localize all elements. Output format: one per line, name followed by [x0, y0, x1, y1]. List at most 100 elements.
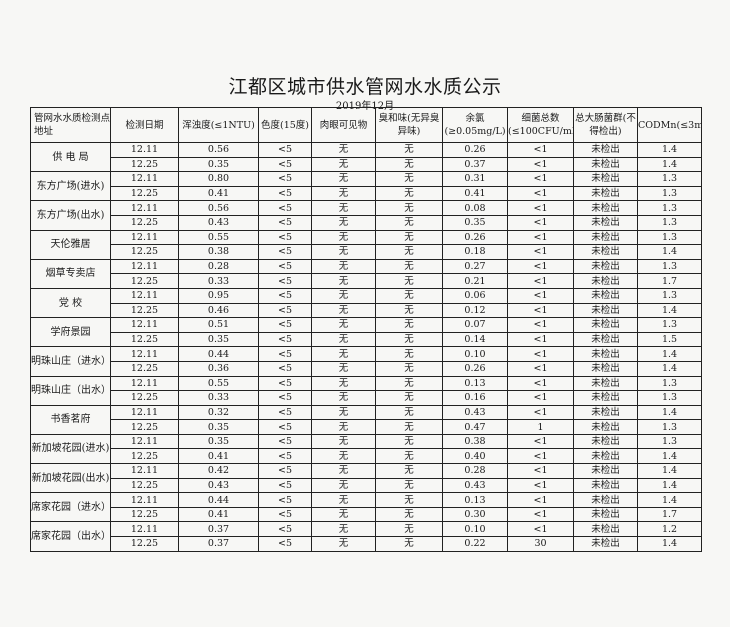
cell-visible-matter: 无 — [311, 273, 376, 289]
cell-chlorine: 0.31 — [442, 171, 508, 187]
cell-codmn: 1.3 — [637, 390, 702, 406]
cell-odor: 无 — [375, 258, 443, 275]
cell-coliform: 未检出 — [573, 477, 638, 494]
cell-color: <5 — [258, 346, 312, 362]
cell-color: <5 — [258, 463, 312, 479]
cell-bacteria: <1 — [507, 375, 574, 392]
table-row: 书香茗府 12.11 0.32 <5 无无 0.43 <1 未检出 1.4 — [30, 404, 702, 435]
cell-coliform: 未检出 — [573, 419, 638, 435]
cell-date: 12.11 — [110, 492, 179, 508]
cell-bacteria: <1 — [507, 492, 574, 508]
cell-color: <5 — [258, 171, 312, 187]
header-bacteria: 细菌总数(≤100CFU/mL) — [507, 107, 574, 143]
cell-chlorine: 0.14 — [442, 331, 508, 348]
table-row: 烟草专卖店 12.11 0.28 <5 无无 0.27 <1 未检出 1.3 — [30, 258, 702, 289]
site-name: 新加坡花园(进水) — [30, 433, 111, 465]
cell-color: <5 — [258, 229, 312, 246]
cell-bacteria: <1 — [507, 273, 574, 289]
cell-color: <5 — [258, 185, 312, 202]
cell-color: <5 — [258, 317, 312, 333]
report-month: 2019年12月 — [335, 101, 395, 112]
cell-codmn: 1.4 — [637, 360, 702, 377]
cell-date: 12.25 — [110, 156, 179, 173]
cell-visible-matter: 无 — [311, 492, 376, 508]
table-row: 席家花园（出水） 12.11 0.37 <5 无无 0.10 <1 未检出 1.2 — [30, 521, 702, 552]
cell-coliform: 未检出 — [573, 536, 638, 552]
cell-turbidity: 0.44 — [178, 346, 259, 362]
cell-coliform: 未检出 — [573, 287, 638, 304]
cell-date: 12.11 — [110, 287, 179, 304]
cell-bacteria: <1 — [507, 433, 574, 450]
cell-bacteria: <1 — [507, 287, 574, 304]
cell-odor: 无 — [375, 331, 443, 348]
cell-odor: 无 — [375, 156, 443, 173]
cell-odor: 无 — [375, 390, 443, 406]
cell-coliform: 未检出 — [573, 506, 638, 523]
table-row: 明珠山庄（出水） 12.11 0.55 <5 无无 0.13 <1 未检出 1.3 — [30, 375, 702, 406]
cell-color: <5 — [258, 200, 312, 216]
cell-visible-matter: 无 — [311, 331, 376, 348]
cell-turbidity: 0.28 — [178, 258, 259, 275]
table-row: 12.25 0.35 <5 无无 0.47 1 未检出 1.3 — [31, 419, 702, 435]
site-name: 席家花园（出水） — [30, 521, 111, 552]
cell-date: 12.25 — [110, 477, 179, 494]
cell-codmn: 1.4 — [637, 536, 702, 552]
site-name: 东方广场(出水) — [30, 200, 111, 231]
cell-bacteria: <1 — [507, 360, 574, 377]
cell-chlorine: 0.43 — [442, 404, 508, 421]
cell-codmn: 1.3 — [637, 258, 702, 275]
cell-date: 12.11 — [110, 317, 179, 333]
cell-date: 12.25 — [110, 390, 179, 406]
cell-bacteria: <1 — [507, 317, 574, 333]
table-row: 新加坡花园(出水) 12.11 0.42 <5 无无 0.28 <1 未检出 1.4 — [30, 463, 702, 494]
header-date: 检测日期 — [110, 107, 179, 143]
cell-visible-matter: 无 — [311, 477, 376, 494]
site-name: 烟草专卖店 — [30, 258, 111, 289]
cell-date: 12.25 — [110, 536, 179, 552]
cell-chlorine: 0.07 — [442, 317, 508, 333]
cell-codmn: 1.4 — [637, 477, 702, 494]
cell-turbidity: 0.33 — [178, 390, 259, 406]
cell-bacteria: <1 — [507, 185, 574, 202]
cell-color: <5 — [258, 521, 312, 538]
site-name: 明珠山庄（进水） — [30, 346, 111, 377]
cell-chlorine: 0.13 — [442, 375, 508, 392]
cell-odor: 无 — [375, 419, 443, 435]
table-row: 12.25 0.41 <5 无无 0.40 <1 未检出 1.4 — [31, 448, 702, 465]
table-row: 12.25 0.33 <5 无无 0.16 <1 未检出 1.3 — [31, 390, 702, 406]
cell-visible-matter: 无 — [311, 360, 376, 377]
cell-visible-matter: 无 — [311, 536, 376, 552]
site-name: 党 校 — [30, 287, 111, 319]
table-row: 12.25 0.43 <5 无无 0.35 <1 未检出 1.3 — [31, 214, 702, 231]
cell-color: <5 — [258, 419, 312, 435]
cell-color: <5 — [258, 360, 312, 377]
cell-odor: 无 — [375, 346, 443, 362]
cell-odor: 无 — [375, 536, 443, 552]
cell-codmn: 1.2 — [637, 521, 702, 538]
table-row: 12.25 0.46 <5 无无 0.12 <1 未检出 1.4 — [31, 302, 702, 319]
cell-visible-matter: 无 — [311, 258, 376, 275]
cell-coliform: 未检出 — [573, 171, 638, 187]
cell-coliform: 未检出 — [573, 185, 638, 202]
cell-color: <5 — [258, 244, 312, 260]
site-name: 书香茗府 — [30, 404, 111, 435]
cell-turbidity: 0.36 — [178, 360, 259, 377]
cell-turbidity: 0.35 — [178, 419, 259, 435]
cell-codmn: 1.4 — [637, 492, 702, 508]
cell-color: <5 — [258, 448, 312, 465]
cell-chlorine: 0.35 — [442, 214, 508, 231]
cell-date: 12.11 — [110, 171, 179, 187]
cell-date: 12.11 — [110, 346, 179, 362]
table-row: 天伦雅居 12.11 0.55 <5 无无 0.26 <1 未检出 1.3 — [30, 229, 702, 260]
table-row: 党 校 12.11 0.95 <5 无无 0.06 <1 未检出 1.3 — [30, 287, 702, 319]
cell-odor: 无 — [375, 302, 443, 319]
cell-chlorine: 0.43 — [442, 477, 508, 494]
site-name: 供 电 局 — [30, 141, 111, 173]
cell-coliform: 未检出 — [573, 258, 638, 275]
cell-chlorine: 0.38 — [442, 433, 508, 450]
cell-date: 12.11 — [110, 200, 179, 216]
cell-odor: 无 — [375, 287, 443, 304]
cell-date: 12.11 — [110, 404, 179, 421]
cell-date: 12.25 — [110, 331, 179, 348]
cell-odor: 无 — [375, 492, 443, 508]
